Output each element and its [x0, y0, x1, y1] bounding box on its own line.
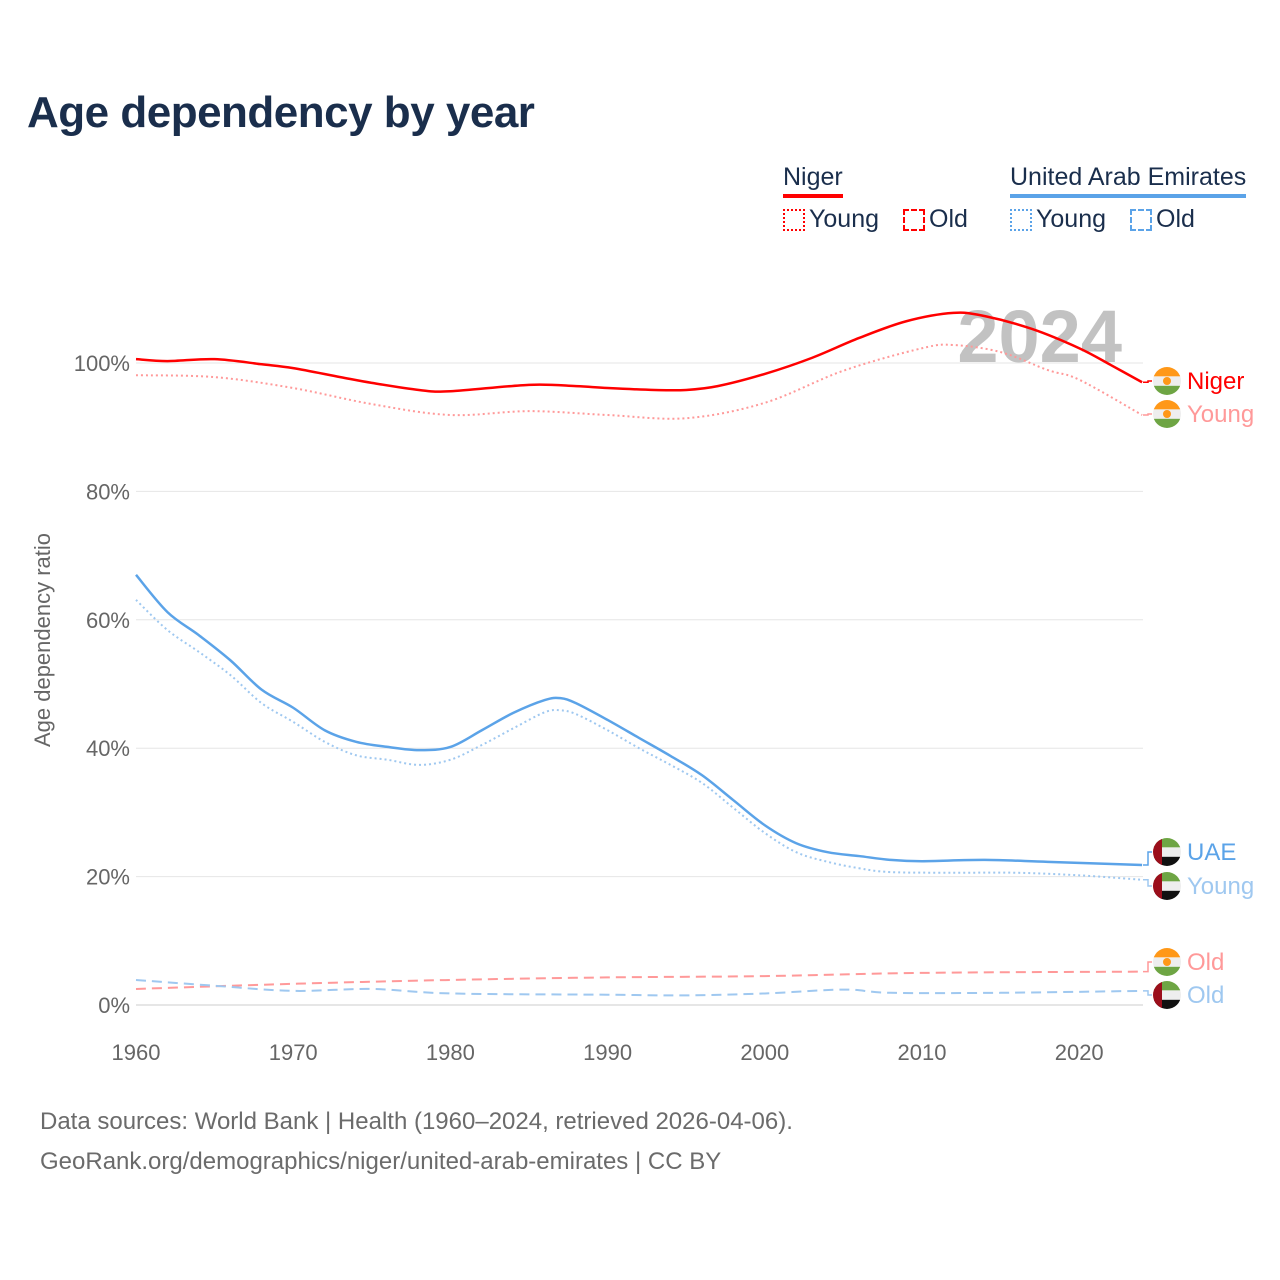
y-tick-label: 20% [86, 865, 130, 890]
series-line-united-arab-emirates-old [135, 978, 1143, 997]
x-tick-label: 2020 [1055, 1040, 1104, 1065]
dotted-swatch-icon [783, 208, 805, 231]
legend-niger-young[interactable]: Young [783, 205, 879, 234]
flag-stripe [1153, 881, 1181, 891]
x-tick-label: 1960 [112, 1040, 161, 1065]
legend-uae[interactable]: United Arab Emirates [1010, 163, 1247, 198]
uae-flag-icon [1153, 838, 1181, 866]
flag-bar [1153, 872, 1162, 900]
legend-label: Old [1156, 205, 1195, 233]
flag-bar [1153, 838, 1162, 866]
flag-stripe [1153, 367, 1181, 377]
y-tick-label: 80% [86, 479, 130, 504]
flag-body [1153, 872, 1181, 900]
series-line-united-arab-emirates-young [135, 599, 1143, 881]
flag-sun [1163, 377, 1171, 385]
x-tick-label: 2000 [740, 1040, 789, 1065]
series-end-label: Old [1187, 949, 1224, 976]
flag-stripe [1153, 981, 1181, 991]
flag-sun [1163, 958, 1171, 966]
flag-body [1153, 981, 1181, 1009]
uae-flag-icon [1153, 872, 1181, 900]
label-connector [1143, 879, 1152, 887]
uae-flag-icon [1153, 981, 1181, 1009]
label-connector [1143, 990, 1152, 996]
niger-flag-icon [1153, 400, 1181, 428]
flag-stripe [1153, 400, 1181, 410]
source-note: Data sources: World Bank | Health (1960–… [40, 1108, 793, 1135]
niger-flag-icon [1153, 948, 1181, 976]
series-end-label: Niger [1187, 368, 1244, 395]
x-tick-label: 1980 [426, 1040, 475, 1065]
label-connector [1143, 851, 1152, 866]
legend-niger-old[interactable]: Old [903, 205, 968, 234]
label-connector [1143, 961, 1152, 973]
chart-title: Age dependency by year [27, 88, 535, 137]
flag-body [1153, 838, 1181, 866]
flag-stripe [1153, 847, 1181, 857]
flag-stripe [1153, 385, 1181, 395]
niger-flag-icon [1153, 367, 1181, 395]
x-tick-label: 2010 [898, 1040, 947, 1065]
dashed-swatch-icon [903, 208, 925, 231]
flag-sun [1163, 410, 1171, 418]
flag-stripe [1153, 999, 1181, 1009]
x-tick-label: 1970 [269, 1040, 318, 1065]
series-end-label: UAE [1187, 839, 1236, 866]
series-line-niger-old [135, 970, 1143, 990]
label-connector [1143, 413, 1152, 416]
y-tick-label: 0% [98, 993, 130, 1018]
flag-stripe [1153, 838, 1181, 848]
x-tick-label: 1990 [583, 1040, 632, 1065]
y-tick-label: 40% [86, 736, 130, 761]
flag-stripe [1153, 856, 1181, 866]
flag-stripe [1153, 966, 1181, 976]
flag-stripe [1153, 990, 1181, 1000]
legend-label: Old [929, 205, 968, 233]
legend-label: Young [1036, 205, 1106, 233]
series-end-label: Young [1187, 401, 1254, 428]
flag-body [1153, 400, 1181, 428]
legend-niger[interactable]: Niger [783, 163, 843, 198]
flag-stripe [1153, 890, 1181, 900]
flag-body [1153, 948, 1181, 976]
series-end-label: Young [1187, 873, 1254, 900]
series-end-label: Old [1187, 982, 1224, 1009]
series-line-united-arab-emirates [135, 574, 1143, 867]
dashed-swatch-icon [1130, 208, 1152, 231]
flag-stripe [1153, 418, 1181, 428]
label-connector [1143, 380, 1152, 384]
y-tick-label: 60% [86, 608, 130, 633]
flag-body [1153, 367, 1181, 395]
series-line-niger [135, 311, 1143, 393]
series-line-niger-young [135, 343, 1143, 420]
flag-stripe [1153, 948, 1181, 958]
legend-uae-young[interactable]: Young [1010, 205, 1106, 234]
y-axis-label: Age dependency ratio [30, 533, 55, 747]
dotted-swatch-icon [1010, 208, 1032, 231]
year-watermark: 2024 [957, 295, 1122, 378]
flag-bar [1153, 981, 1162, 1009]
y-tick-label: 100% [74, 351, 130, 376]
legend-uae-old[interactable]: Old [1130, 205, 1195, 234]
flag-stripe [1153, 872, 1181, 882]
legend-label: Young [809, 205, 879, 233]
source-url[interactable]: GeoRank.org/demographics/niger/united-ar… [40, 1148, 722, 1175]
